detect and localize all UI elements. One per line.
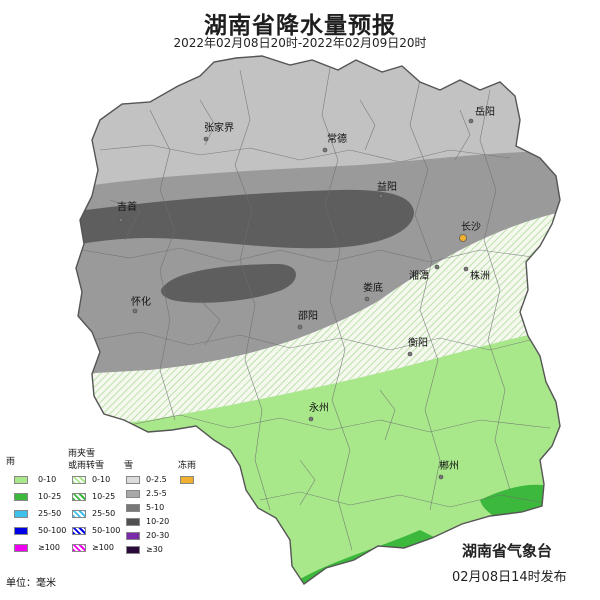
city-marker <box>463 266 469 272</box>
city-marker <box>364 296 370 302</box>
issuer-label: 湖南省气象台 <box>462 542 553 560</box>
unit-label: 单位：毫米 <box>6 578 56 589</box>
city-label: 邵阳 <box>298 310 318 322</box>
legend-mixed-swatch-3 <box>72 510 86 518</box>
legend-mixed-swatch-4 <box>72 527 86 535</box>
legend-mixed-swatch-2 <box>72 493 86 501</box>
legend-rain-swatch-4 <box>14 527 28 535</box>
legend-mixed-label-3: 25-50 <box>92 509 116 518</box>
legend-mixed-header-1: 雨夹雪 <box>68 449 96 459</box>
legend-rain-label-1: 0-10 <box>38 475 57 484</box>
city-label: 长沙 <box>461 221 481 233</box>
legend-snow-swatch-4 <box>126 518 140 526</box>
legend-snow-label-4: 10-20 <box>146 517 170 526</box>
legend-rain-label-2: 10-25 <box>38 492 62 501</box>
map-subtitle: 2022年02月08日20时-2022年02月09日20时 <box>173 36 427 50</box>
city-label: 衡阳 <box>408 337 428 349</box>
legend-snow-swatch-5 <box>126 532 140 540</box>
legend-snow-swatch-1 <box>126 476 140 484</box>
legend-snow-label-5: 20-30 <box>146 531 170 540</box>
legend-snow-swatch-6 <box>126 546 140 554</box>
legend-mixed-label-5: ≥100 <box>92 543 114 552</box>
city-label: 益阳 <box>377 180 397 193</box>
legend-rain-swatch-1 <box>14 476 28 484</box>
legend-freezing-header: 冻雨 <box>178 461 197 471</box>
legend-snow-swatch-3 <box>126 504 140 512</box>
legend-rain-label-5: ≥100 <box>38 543 60 552</box>
city-label: 湘潭 <box>409 269 429 282</box>
city-marker <box>297 324 303 330</box>
city-marker <box>468 118 474 124</box>
city-marker <box>322 147 328 153</box>
city-marker <box>118 217 124 223</box>
legend-mixed-label-1: 0-10 <box>92 475 111 484</box>
city-label: 郴州 <box>439 459 459 472</box>
legend-mixed-swatch-5 <box>72 544 86 552</box>
legend-rain-label-4: 50-100 <box>38 526 67 535</box>
map-title: 湖南省降水量预报 <box>204 13 396 39</box>
legend-rain-label-3: 25-50 <box>38 509 62 518</box>
legend-snow-swatch-2 <box>126 490 140 498</box>
issued-label: 02月08日14时发布 <box>452 570 567 585</box>
legend-mixed-label-2: 10-25 <box>92 492 116 501</box>
legend-mixed-swatch-1 <box>72 476 86 484</box>
legend-snow-header: 雪 <box>124 461 134 471</box>
city-marker <box>378 193 384 199</box>
legend-rain-swatch-2 <box>14 493 28 501</box>
city-label: 娄底 <box>363 281 383 294</box>
legend-rain-swatch-3 <box>14 510 28 518</box>
legend-snow-label-3: 5-10 <box>146 503 165 512</box>
legend-freezing-swatch <box>180 476 194 484</box>
city-label: 永州 <box>309 401 329 414</box>
city-marker <box>407 351 413 357</box>
legend-mixed-label-4: 50-100 <box>92 526 121 535</box>
city-label: 张家界 <box>204 121 234 134</box>
city-marker <box>308 416 314 422</box>
city-label: 怀化 <box>131 295 151 308</box>
city-label: 株洲 <box>470 269 490 282</box>
legend-snow-label-2: 2.5-5 <box>146 489 167 498</box>
legend-rain-swatch-5 <box>14 544 28 552</box>
city-label: 常德 <box>327 132 347 145</box>
city-marker <box>459 234 467 242</box>
legend-rain-header: 雨 <box>6 457 16 467</box>
city-label: 岳阳 <box>475 106 495 118</box>
city-marker <box>434 264 440 270</box>
city-label: 吉首 <box>117 200 137 213</box>
legend-snow-label-6: ≥30 <box>146 545 163 554</box>
city-marker <box>132 308 138 314</box>
city-marker <box>438 474 444 480</box>
city-marker <box>203 136 209 142</box>
legend-mixed-header-2: 或雨转雪 <box>68 461 105 471</box>
legend-snow-label-1: 0-2.5 <box>146 475 167 484</box>
